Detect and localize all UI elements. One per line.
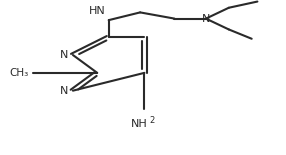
Text: N: N (60, 50, 69, 60)
Text: 2: 2 (150, 116, 155, 125)
Text: HN: HN (89, 6, 106, 16)
Text: NH: NH (131, 119, 148, 129)
Text: N: N (60, 86, 69, 96)
Text: CH₃: CH₃ (9, 68, 29, 78)
Text: N: N (202, 14, 210, 24)
